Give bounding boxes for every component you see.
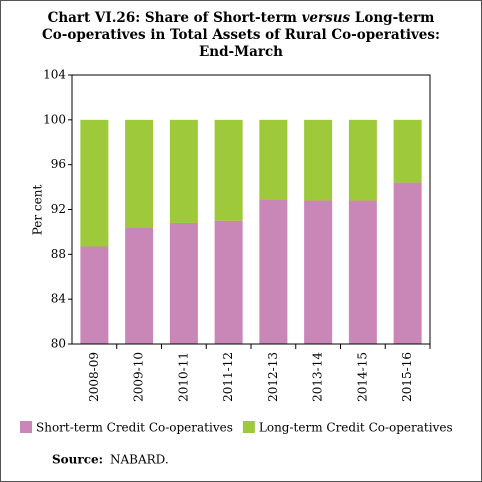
- bar-segment: [125, 227, 154, 344]
- legend-label: Long-term Credit Co-operatives: [259, 421, 453, 435]
- bar-segment: [348, 200, 377, 344]
- x-tick-label: 2013-14: [311, 352, 325, 402]
- title-part: End-March: [199, 44, 283, 60]
- y-tick-label: 100: [43, 112, 66, 126]
- source-label: Source:: [52, 453, 103, 467]
- bar-segment: [348, 119, 377, 201]
- x-tick-label: 2011-12: [221, 352, 235, 402]
- x-tick-label: 2010-11: [176, 352, 190, 402]
- legend-label: Short-term Credit Co-operatives: [36, 421, 233, 435]
- y-tick-label: 88: [51, 247, 66, 261]
- bar-segment: [304, 200, 333, 344]
- plot-frame: [71, 74, 431, 345]
- title-part: Co-operatives in Total Assets of Rural C…: [42, 27, 440, 43]
- y-tick-label: 84: [51, 292, 67, 306]
- bar-segment: [393, 119, 422, 183]
- bar-segment: [393, 182, 422, 344]
- x-tick-label: 2012-13: [266, 352, 280, 402]
- y-tick-label: 104: [43, 68, 66, 82]
- bar-segment: [259, 119, 288, 200]
- bar-segment: [214, 119, 243, 221]
- x-tick-label: 2008-09: [87, 352, 101, 402]
- bar-segment: [304, 119, 333, 201]
- x-tick-label: 2014-15: [355, 352, 369, 402]
- title-part: Long-term: [350, 10, 434, 26]
- y-tick-label: 92: [51, 202, 66, 216]
- legend-swatch: [20, 421, 32, 433]
- bar-segment: [80, 246, 109, 344]
- bar-segment: [125, 119, 154, 228]
- bar-segment: [169, 222, 198, 344]
- bar-segment: [259, 199, 288, 344]
- title-part: Chart VI.26: Share of Short-term: [48, 10, 302, 26]
- chart-title: Chart VI.26: Share of Short-term versus …: [48, 10, 435, 26]
- y-axis-label: Per cent: [31, 185, 45, 236]
- x-tick-label: 2015-16: [400, 352, 414, 402]
- bar-segment: [80, 119, 109, 247]
- legend-swatch: [242, 421, 255, 433]
- bar-segment: [214, 220, 243, 344]
- y-tick-label: 80: [51, 337, 66, 351]
- bar-segment: [169, 119, 198, 223]
- x-tick-label: 2009-10: [132, 352, 146, 402]
- chart-title: End-March: [199, 44, 283, 60]
- title-part: versus: [302, 10, 351, 26]
- source: NABARD.: [110, 453, 169, 467]
- chart-title: Co-operatives in Total Assets of Rural C…: [42, 27, 440, 43]
- y-tick-label: 96: [51, 157, 66, 171]
